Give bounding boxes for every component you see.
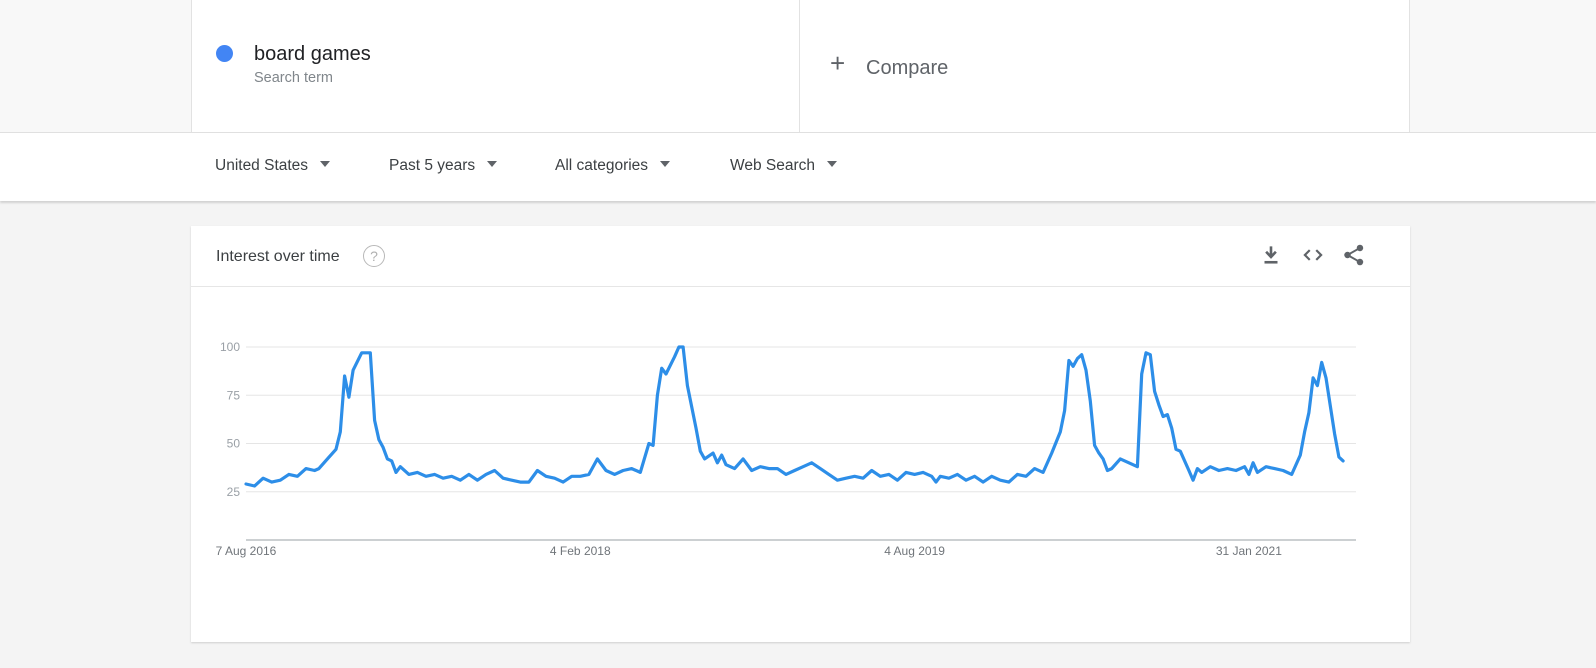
chevron-down-icon [320,161,331,167]
embed-icon[interactable] [1300,242,1326,268]
chevron-down-icon [487,161,498,167]
category-filter-label: All categories [555,157,649,174]
y-tick-label: 75 [227,388,241,402]
chart-title: Interest over time [216,248,340,265]
x-tick-label: 4 Feb 2018 [550,544,611,558]
plus-icon[interactable]: + [830,48,846,78]
chart-card-header: Interest over time ? [191,226,1410,287]
chevron-down-icon [827,161,838,167]
region-filter[interactable]: United States [215,157,331,175]
series-color-dot [216,45,233,62]
gridlines [246,346,1356,493]
y-tick-label: 100 [220,340,240,354]
series-line[interactable] [244,345,1345,488]
series-layer [244,345,1345,488]
region-filter-label: United States [215,157,309,174]
interest-over-time-card: Interest over time ? 100 75 50 25 7 Aug 201… [191,226,1410,642]
compare-card[interactable]: + Compare [800,0,1410,132]
x-tick-label: 7 Aug 2016 [216,544,277,558]
time-range-filter[interactable]: Past 5 years [389,157,498,175]
search-term-type: Search term [254,70,333,86]
help-icon[interactable]: ? [363,245,385,267]
category-filter[interactable]: All categories [555,157,671,175]
interest-line-chart: 100 75 50 25 7 Aug 2016 4 Feb 2018 4 Aug 2019… [216,340,1356,558]
y-tick-label: 25 [227,485,241,499]
time-range-filter-label: Past 5 years [389,157,476,174]
search-type-filter-label: Web Search [730,157,816,174]
compare-button-label[interactable]: Compare [866,57,949,79]
x-tick-label: 31 Jan 2021 [1216,544,1282,558]
chevron-down-icon [660,161,671,167]
search-type-filter[interactable]: Web Search [730,157,838,175]
search-term-name[interactable]: board games [254,43,371,65]
download-icon[interactable] [1258,242,1284,268]
y-tick-label: 50 [227,437,241,451]
x-axis-ticks: 7 Aug 2016 4 Feb 2018 4 Aug 2019 31 Jan 202… [216,544,1283,558]
x-tick-label: 4 Aug 2019 [884,544,945,558]
filter-bar: United States Past 5 years All categorie… [0,132,1596,201]
share-icon[interactable] [1341,242,1367,268]
search-term-card[interactable]: board games Search term [191,0,800,132]
y-axis-ticks: 100 75 50 25 [220,340,240,499]
